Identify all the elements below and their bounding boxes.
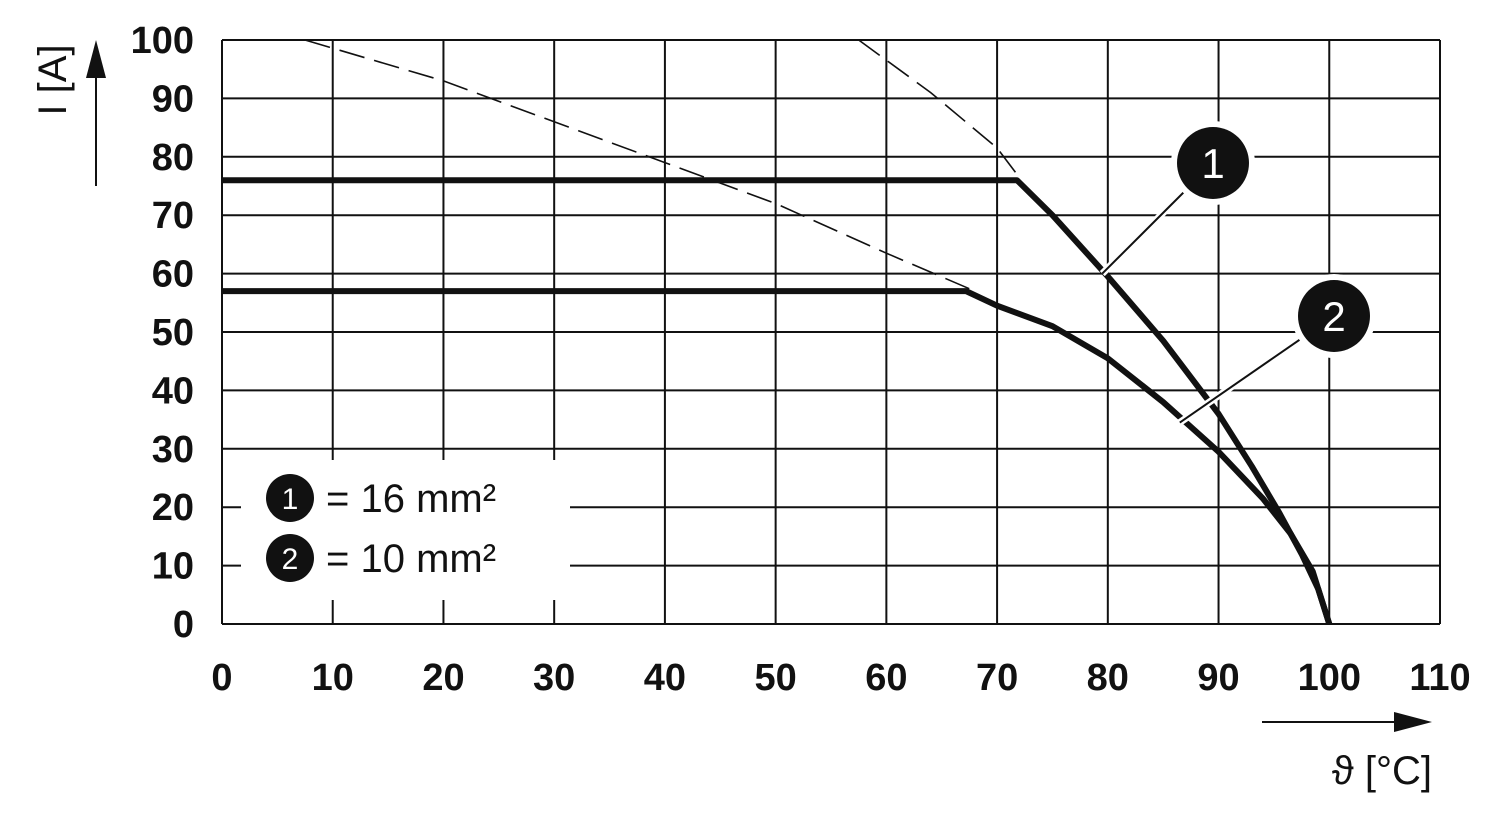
- y-tick-label: 70: [152, 195, 194, 237]
- x-tick-label: 40: [644, 657, 686, 699]
- x-tick-label: 60: [865, 657, 907, 699]
- marker-label-1: 1: [1201, 140, 1224, 187]
- marker-label-2: 2: [1322, 293, 1345, 340]
- legend-marker-2: [266, 534, 314, 582]
- x-tick-label: 50: [754, 657, 796, 699]
- y-tick-label: 100: [131, 20, 194, 62]
- y-tick-label: 0: [173, 604, 194, 646]
- x-tick-label: 20: [422, 657, 464, 699]
- x-tick-label: 100: [1298, 657, 1361, 699]
- y-tick-label: 20: [152, 487, 194, 529]
- x-tick-label: 0: [211, 657, 232, 699]
- y-tick-label: 30: [152, 429, 194, 471]
- dashed-line: [304, 39, 976, 292]
- legend: 1 = 16 mm² 2 = 10 mm²: [241, 460, 570, 600]
- reference-dashed-lines: [304, 39, 1020, 292]
- legend-marker-1: [266, 474, 314, 522]
- x-tick-label: 110: [1409, 657, 1470, 699]
- x-tick-label: 90: [1197, 657, 1239, 699]
- x-tick-label: 10: [312, 657, 354, 699]
- marker-circle-1: [1177, 127, 1249, 199]
- x-tick-label: 30: [533, 657, 575, 699]
- y-tick-label: 90: [152, 78, 194, 120]
- y-tick-label: 40: [152, 370, 194, 412]
- axis-titles: ϑ [°C] I [A]: [31, 40, 1432, 793]
- y-axis-arrow-head: [86, 40, 106, 78]
- dashed-line: [858, 39, 1020, 178]
- x-tick-label: 70: [976, 657, 1018, 699]
- x-tick-label: 80: [1087, 657, 1129, 699]
- legend-item-text: = 10 mm²: [326, 537, 496, 581]
- y-tick-label: 50: [152, 312, 194, 354]
- y-tick-label: 10: [152, 546, 194, 588]
- marker-circle-2: [1298, 280, 1370, 352]
- legend-item-text: = 16 mm²: [326, 477, 496, 521]
- y-tick-label: 60: [152, 254, 194, 296]
- x-axis-arrow-head: [1394, 712, 1432, 732]
- y-axis-title: I [A]: [31, 44, 75, 115]
- legend-marker-label: 1: [282, 483, 299, 516]
- grid: [221, 39, 1441, 625]
- x-axis-title: ϑ [°C]: [1332, 749, 1432, 793]
- series-line-2: [222, 288, 1333, 625]
- y-tick-label: 80: [152, 137, 194, 179]
- series-lines: [222, 177, 1333, 625]
- series-markers: 12: [1099, 121, 1376, 426]
- tick-labels: 0 10 20 30 40 50 60 70 80 90 100 110010203040506070…: [131, 20, 1471, 699]
- legend-marker-label: 2: [282, 543, 299, 576]
